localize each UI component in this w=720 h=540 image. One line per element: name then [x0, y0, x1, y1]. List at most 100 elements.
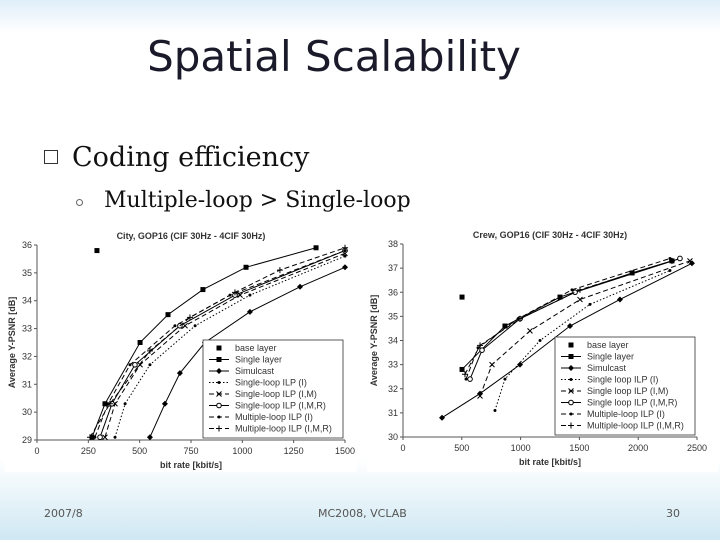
y-tick-label: 31	[388, 408, 398, 418]
marker	[186, 314, 193, 321]
marker	[176, 370, 183, 377]
x-tick-label: 500	[132, 446, 147, 456]
marker	[502, 323, 508, 329]
marker	[588, 302, 592, 306]
marker	[102, 434, 108, 441]
marker	[687, 258, 693, 264]
marker	[616, 296, 623, 303]
legend-label: Multiple-loop ILP (I)	[235, 412, 313, 422]
marker	[137, 361, 143, 368]
marker	[668, 257, 675, 264]
marker	[93, 435, 97, 439]
marker	[566, 323, 573, 330]
marker	[557, 294, 563, 300]
legend-label: Single-loop ILP (I,M)	[235, 389, 317, 399]
marker	[200, 287, 206, 293]
marker	[477, 393, 483, 399]
sub-bullet: Multiple-loop > Single-loop	[104, 188, 411, 213]
y-tick-label: 36	[22, 240, 32, 250]
marker	[342, 264, 348, 271]
legend-label: Multiple-loop ILP (I,M,R)	[587, 421, 684, 431]
marker	[517, 361, 524, 368]
marker	[173, 324, 177, 328]
marker	[148, 363, 152, 367]
y-tick-label: 33	[22, 324, 32, 334]
marker	[570, 288, 574, 292]
marker	[479, 347, 485, 353]
marker	[216, 368, 222, 374]
chart: City, GOP16 (CIF 30Hz - 4CIF 30Hz) bit ra…	[5, 230, 357, 472]
x-tick-label: 1500	[335, 446, 355, 456]
marker	[132, 361, 138, 368]
legend-box	[554, 336, 696, 436]
marker	[477, 342, 484, 349]
marker	[313, 245, 319, 251]
y-tick-label: 34	[22, 296, 32, 306]
marker	[276, 267, 283, 274]
marker	[668, 269, 672, 273]
bullet: Coding efficiency	[72, 142, 310, 173]
marker	[297, 283, 304, 290]
marker	[569, 412, 573, 416]
x-tick-label: 0	[400, 443, 405, 453]
marker	[476, 346, 480, 350]
y-tick-label: 30	[22, 407, 32, 417]
marker	[569, 378, 573, 381]
marker	[243, 264, 249, 270]
sub-bullet-mark	[76, 199, 83, 206]
y-tick-label: 34	[388, 336, 398, 346]
legend-label: Single-loop ILP (I,M,R)	[235, 401, 326, 411]
legend-label: Multiple-loop ILP (I,M,R)	[235, 424, 332, 434]
legend-label: Single loop ILP (I,M)	[587, 386, 668, 396]
marker	[439, 414, 446, 421]
marker	[128, 363, 132, 367]
page-number: 30	[666, 507, 680, 520]
marker	[137, 340, 143, 345]
y-tick-label: 38	[388, 239, 398, 249]
marker	[489, 361, 495, 368]
marker	[193, 324, 197, 328]
marker	[113, 435, 117, 439]
y-tick-label: 29	[22, 435, 32, 445]
chart-title: City, GOP16 (CIF 30Hz - 4CIF 30Hz)	[117, 231, 266, 241]
legend-label: base layer	[235, 343, 277, 353]
marker	[538, 339, 542, 342]
y-tick-label: 33	[388, 360, 398, 370]
marker	[568, 388, 574, 394]
marker	[568, 399, 574, 406]
bullet-box	[44, 150, 58, 164]
marker	[161, 400, 168, 407]
footer-center: MC2008, VCLAB	[318, 507, 407, 520]
x-tick-label: 2000	[628, 443, 648, 453]
x-tick-label: 250	[81, 446, 96, 456]
marker	[246, 308, 253, 315]
legend-label: Single loop ILP (I)	[587, 375, 658, 385]
chart-title: Crew, GOP16 (CIF 30Hz - 4CIF 30Hz)	[473, 230, 627, 240]
marker	[146, 347, 153, 354]
marker	[216, 425, 222, 432]
legend-box	[202, 339, 344, 439]
marker	[677, 255, 683, 262]
marker	[467, 376, 473, 382]
x-tick-label: 1000	[232, 446, 252, 456]
series-line	[441, 262, 693, 419]
marker	[146, 434, 153, 441]
marker	[123, 402, 127, 406]
y-tick-label: 37	[388, 263, 398, 273]
marker	[493, 408, 497, 412]
x-tick-label: 1250	[284, 446, 304, 456]
y-tick-label: 35	[22, 268, 32, 278]
x-tick-label: 1500	[569, 443, 589, 453]
legend-label: Multiple-loop ILP (I)	[587, 409, 665, 419]
x-tick-label: 750	[183, 446, 198, 456]
x-axis-label: bit rate [kbit/s]	[519, 457, 581, 467]
marker	[461, 371, 468, 378]
marker	[165, 312, 171, 318]
y-axis-label: Average Y-PSNR [dB]	[369, 295, 379, 387]
y-tick-label: 31	[22, 379, 32, 389]
y-tick-label: 32	[22, 351, 32, 361]
y-tick-label: 36	[388, 287, 398, 297]
footer-date: 2007/8	[44, 507, 83, 520]
chart: Crew, GOP16 (CIF 30Hz - 4CIF 30Hz) bit ra…	[367, 228, 718, 472]
